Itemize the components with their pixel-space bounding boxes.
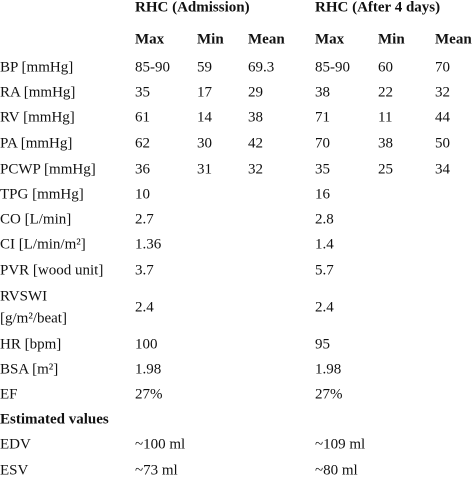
cell-value: 1.36 (135, 236, 162, 253)
cell-value: 70 (315, 135, 330, 152)
cell-value: 25 (378, 161, 393, 178)
cell-value: 32 (248, 161, 263, 178)
cell-value: 30 (197, 135, 212, 152)
row-label: PA [mmHg] (0, 135, 73, 152)
section-header: Estimated values (0, 411, 109, 428)
cell-value: 59 (197, 59, 212, 76)
cell-value: 22 (378, 84, 393, 101)
cell-value: 60 (378, 59, 393, 76)
cell-value: 32 (435, 84, 450, 101)
cell-value: 5.7 (315, 262, 334, 279)
cell-value: 31 (197, 161, 212, 178)
column-header: Min (197, 31, 224, 48)
cell-value: 38 (248, 109, 263, 126)
cell-value: 85-90 (315, 59, 350, 76)
column-header: Mean (248, 31, 285, 48)
column-header: Max (315, 31, 345, 48)
group-header: RHC (After 4 days) (315, 0, 441, 16)
row-label: ESV (0, 462, 29, 479)
cell-value: 36 (135, 161, 150, 178)
row-label: CI [L/min/m²] (0, 236, 86, 253)
cell-value: 42 (248, 135, 263, 152)
column-header: Min (378, 31, 405, 48)
cell-value: ~100 ml (135, 436, 186, 453)
cell-value: 61 (135, 109, 150, 126)
cell-value: ~80 ml (315, 462, 358, 479)
cell-value: 69.3 (248, 59, 275, 76)
cell-value: 2.4 (315, 299, 334, 316)
cell-value: 3.7 (135, 262, 154, 279)
cell-value: 34 (435, 161, 450, 178)
cell-value: ~109 ml (315, 436, 366, 453)
row-label: TPG [mmHg] (0, 186, 84, 203)
cell-value: 1.4 (315, 236, 334, 253)
cell-value: 29 (248, 84, 263, 101)
cell-value: 17 (197, 84, 212, 101)
cell-value: ~73 ml (135, 462, 178, 479)
cell-value: 2.7 (135, 211, 154, 228)
cell-value: 44 (435, 109, 450, 126)
cell-value: 2.4 (135, 299, 154, 316)
cell-value: 62 (135, 135, 150, 152)
row-label: BP [mmHg] (0, 59, 74, 76)
cell-value: 14 (197, 109, 212, 126)
cell-value: 95 (315, 336, 330, 353)
cell-value: 27% (315, 386, 343, 403)
row-label: EF (0, 386, 18, 403)
column-header: Mean (435, 31, 472, 48)
cell-value: 35 (135, 84, 150, 101)
row-label: PVR [wood unit] (0, 262, 104, 279)
cell-value: 16 (315, 186, 330, 203)
group-header: RHC (Admission) (135, 0, 250, 16)
cell-value: 35 (315, 161, 330, 178)
cell-value: 38 (315, 84, 330, 101)
cell-value: 11 (378, 109, 393, 126)
cell-value: 10 (135, 186, 150, 203)
row-label: RVSWI (0, 288, 48, 305)
cell-value: 71 (315, 109, 330, 126)
row-label: BSA [m²] (0, 361, 59, 378)
row-label: [g/m²/beat] (0, 310, 67, 327)
row-label: EDV (0, 436, 31, 453)
cell-value: 85-90 (135, 59, 170, 76)
row-label: RA [mmHg] (0, 84, 76, 101)
cell-value: 70 (435, 59, 450, 76)
cell-value: 100 (135, 336, 158, 353)
cell-value: 1.98 (135, 361, 162, 378)
cell-value: 27% (135, 386, 163, 403)
column-header: Max (135, 31, 165, 48)
cell-value: 2.8 (315, 211, 334, 228)
cell-value: 1.98 (315, 361, 342, 378)
cell-value: 38 (378, 135, 393, 152)
cell-value: 50 (435, 135, 450, 152)
row-label: CO [L/min] (0, 211, 72, 228)
row-label: HR [bpm] (0, 336, 62, 353)
row-label: RV [mmHg] (0, 109, 75, 126)
row-label: PCWP [mmHg] (0, 161, 96, 178)
